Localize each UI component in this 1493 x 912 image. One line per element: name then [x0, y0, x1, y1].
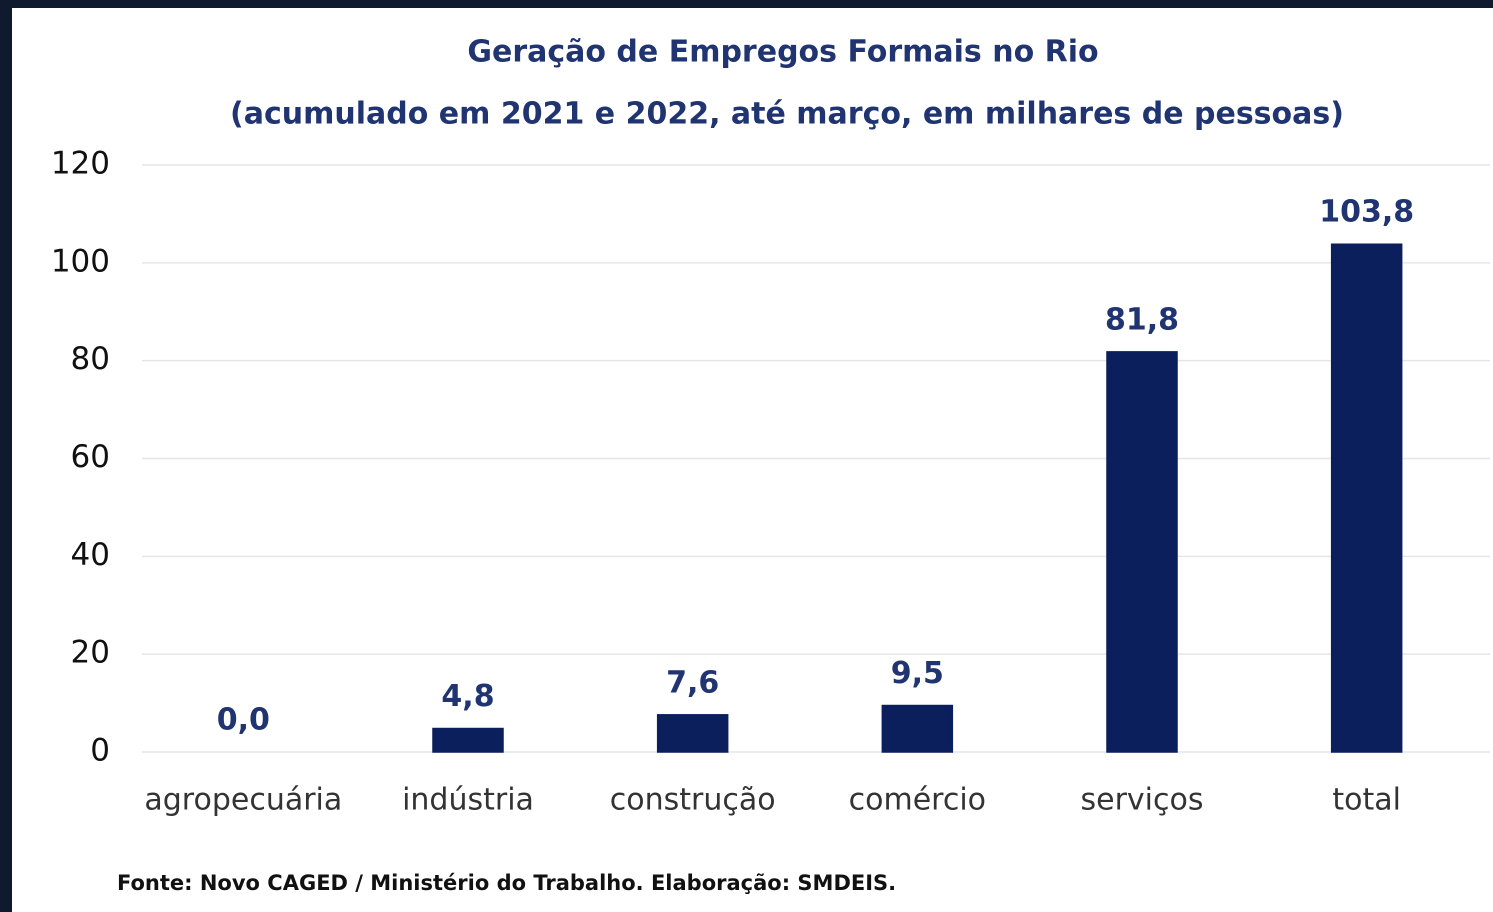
y-tick-label: 100 [51, 243, 110, 279]
y-tick-label: 80 [71, 341, 110, 377]
y-tick-label: 0 [90, 733, 110, 769]
chart-title: Geração de Empregos Formais no Rio [467, 35, 1098, 70]
value-label: 7,6 [666, 665, 719, 700]
y-tick-label: 40 [71, 537, 110, 573]
bar [1106, 351, 1178, 753]
source-note: Fonte: Novo CAGED / Ministério do Trabal… [117, 871, 896, 895]
x-tick-label: comércio [849, 783, 986, 818]
bar [656, 714, 729, 753]
chart-subtitle: (acumulado em 2021 e 2022, até março, em… [230, 97, 1344, 132]
x-tick-label: serviços [1081, 783, 1204, 818]
value-label: 4,8 [441, 679, 494, 714]
x-tick-label: agropecuária [144, 783, 342, 818]
y-tick-label: 60 [71, 439, 110, 475]
value-label: 0,0 [217, 703, 270, 738]
chart-background [12, 8, 1493, 912]
bar [1330, 243, 1403, 753]
bar [432, 727, 504, 753]
x-tick-label: construção [610, 783, 776, 818]
y-tick-label: 120 [51, 146, 110, 182]
bar [881, 704, 954, 753]
y-tick-label: 20 [71, 635, 110, 671]
value-label: 9,5 [891, 656, 944, 691]
x-tick-label: indústria [402, 783, 534, 818]
value-label: 103,8 [1319, 195, 1414, 230]
x-tick-label: total [1332, 783, 1401, 818]
value-label: 81,8 [1105, 302, 1179, 337]
